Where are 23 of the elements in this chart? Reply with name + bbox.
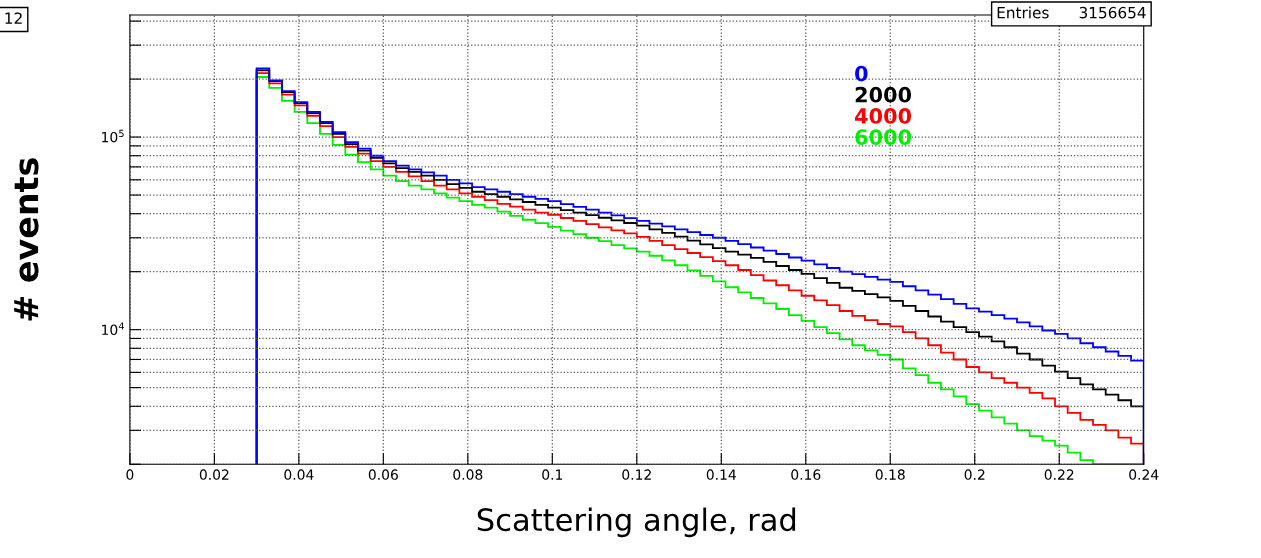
x-tick-label: 0.2 (964, 469, 985, 480)
x-tick-label: 0.12 (622, 469, 651, 480)
x-tick-label: 0.08 (453, 469, 483, 480)
x-tick-label: 0.18 (875, 469, 905, 480)
x-tick-label: 0.24 (1129, 469, 1159, 480)
text: 2000 (855, 86, 912, 103)
x-axis-title: Scattering angle, rad (477, 507, 796, 538)
x-tick-label: 0.22 (1044, 469, 1074, 480)
x-tick-label: 0 (126, 469, 134, 480)
y-axis-title: # events (14, 158, 39, 321)
text: 0 (855, 65, 868, 82)
y-tick-label: 10$^{5}$ (102, 129, 124, 143)
x-tick-label: 0.14 (706, 469, 736, 480)
annotation: Entries 3156654 (997, 6, 1146, 19)
x-tick-label: 0.06 (368, 469, 398, 480)
x-tick-label: 0.04 (284, 469, 314, 480)
text: 6000 (855, 129, 912, 145)
text: 4000 (855, 108, 912, 124)
x-tick-label: 0.02 (199, 469, 229, 480)
y-tick-label: 10$^{4}$ (102, 322, 125, 336)
x-tick-label: 0.16 (791, 469, 821, 480)
text: 12 (5, 12, 22, 24)
x-tick-label: 0.1 (542, 469, 563, 480)
